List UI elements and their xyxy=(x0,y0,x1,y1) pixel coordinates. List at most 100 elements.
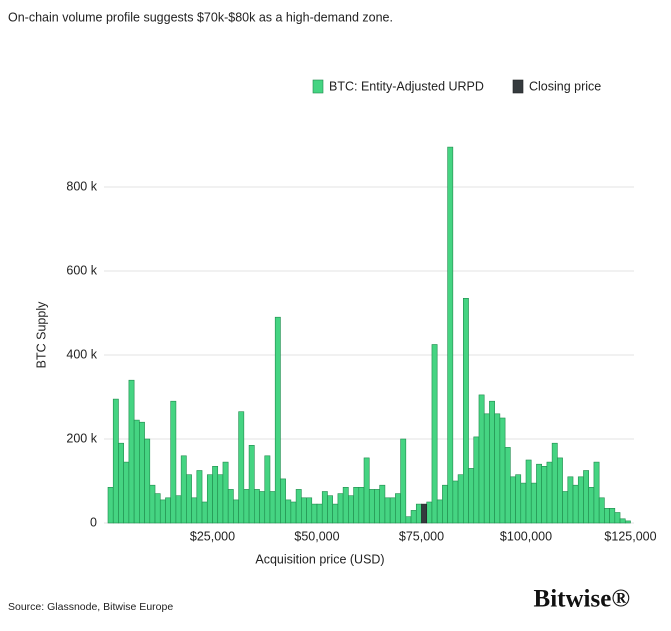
bar xyxy=(259,491,266,524)
bar xyxy=(107,486,114,524)
legend-swatch xyxy=(312,79,324,94)
bar xyxy=(353,486,360,524)
bar xyxy=(374,489,381,524)
chart-title: On-chain volume profile suggests $70k-$8… xyxy=(8,10,393,24)
bar xyxy=(212,465,219,524)
bar xyxy=(562,491,569,524)
x-tick-label: $25,000 xyxy=(190,529,235,543)
bar xyxy=(363,457,370,524)
bar xyxy=(133,419,140,524)
y-tick-label: 800 k xyxy=(66,179,97,193)
bar xyxy=(321,491,328,524)
bar xyxy=(316,503,323,524)
bar xyxy=(431,344,438,524)
bar xyxy=(583,470,589,524)
bar xyxy=(144,438,151,524)
source: Source: Glassnode, Bitwise Europe xyxy=(8,601,173,613)
bar xyxy=(567,476,574,524)
bar xyxy=(227,489,234,524)
bar xyxy=(457,474,464,524)
bar xyxy=(337,493,344,524)
bar xyxy=(405,516,412,524)
bar xyxy=(379,484,386,524)
bar xyxy=(410,510,417,524)
bar xyxy=(536,463,542,524)
bar xyxy=(264,455,271,524)
x-tick-label: $50,000 xyxy=(294,529,339,543)
bar xyxy=(206,474,213,524)
y-axis-label: BTC Supply xyxy=(34,301,48,368)
bar xyxy=(154,493,161,524)
bar xyxy=(384,497,391,524)
bar xyxy=(572,484,579,524)
x-tick-label: $75,000 xyxy=(399,529,444,543)
logo: Bitwise® xyxy=(534,586,630,613)
x-tick-label: $125,000 xyxy=(604,529,656,543)
bar xyxy=(395,493,401,524)
bar xyxy=(311,503,318,524)
bar xyxy=(238,411,245,524)
legend-label: Closing price xyxy=(529,79,601,93)
bar xyxy=(525,459,532,524)
bar xyxy=(149,484,156,524)
bar xyxy=(557,457,563,524)
bar xyxy=(624,520,631,524)
bar xyxy=(551,442,558,524)
bar xyxy=(494,413,501,524)
bar xyxy=(604,507,610,524)
legend-label: BTC: Entity-Adjusted URPD xyxy=(329,79,484,93)
bar xyxy=(588,486,595,524)
bar xyxy=(327,495,333,524)
bar xyxy=(112,398,119,524)
bar xyxy=(389,497,396,524)
bar xyxy=(248,444,255,524)
bar xyxy=(546,461,553,524)
bar xyxy=(280,478,286,524)
bar xyxy=(306,497,313,524)
bar xyxy=(421,503,428,524)
bar xyxy=(159,499,166,524)
bar xyxy=(118,442,124,524)
bar xyxy=(358,486,365,524)
bar xyxy=(165,497,172,524)
bar xyxy=(593,461,600,524)
bar xyxy=(520,482,527,524)
bar xyxy=(504,447,511,524)
y-tick-label: 400 k xyxy=(66,347,97,361)
bar xyxy=(468,468,475,524)
legend-swatch xyxy=(512,79,524,94)
bar xyxy=(243,489,250,524)
bar xyxy=(201,501,208,524)
bar xyxy=(301,497,307,524)
bar xyxy=(180,455,187,524)
bar xyxy=(217,474,224,524)
x-tick-label: $100,000 xyxy=(500,529,552,543)
bar xyxy=(442,484,448,524)
bar xyxy=(196,470,203,524)
bar xyxy=(274,316,281,524)
bar xyxy=(342,486,349,524)
bar xyxy=(295,489,302,524)
bar xyxy=(473,436,480,524)
bar xyxy=(577,476,584,524)
bar xyxy=(614,512,621,524)
bar xyxy=(499,417,506,524)
bar xyxy=(254,489,260,524)
bar xyxy=(515,474,522,524)
bar xyxy=(290,501,297,524)
bar xyxy=(541,465,548,524)
bar xyxy=(510,476,516,524)
bar xyxy=(530,482,537,524)
bar xyxy=(447,146,454,524)
bar xyxy=(222,461,229,524)
bar xyxy=(348,495,354,524)
bar xyxy=(436,499,443,524)
bar xyxy=(332,503,339,524)
bar xyxy=(233,499,239,524)
bar xyxy=(175,495,182,524)
bar xyxy=(285,499,292,524)
bar xyxy=(426,501,433,524)
y-tick-label: 0 xyxy=(90,515,97,529)
bar xyxy=(415,503,422,524)
